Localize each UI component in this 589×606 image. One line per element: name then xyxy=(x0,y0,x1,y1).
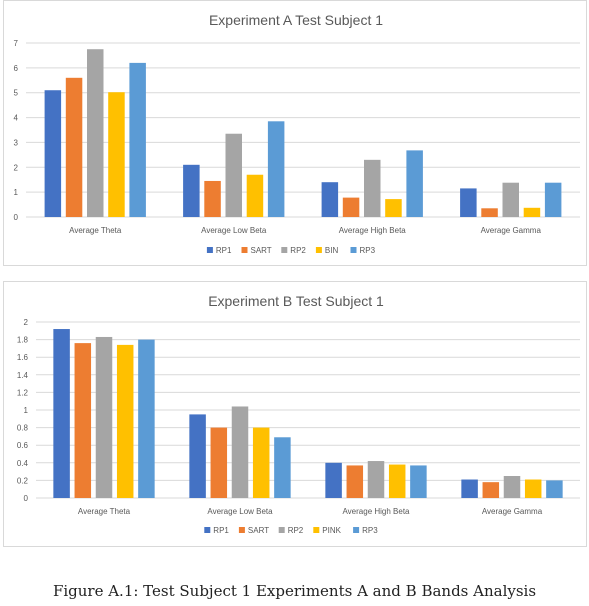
bar-sart-average-high-beta xyxy=(346,465,364,498)
bar-rp1-average-gamma xyxy=(460,188,477,217)
y-tick-label: 3 xyxy=(14,138,19,147)
x-category-label: Average Low Beta xyxy=(207,507,273,516)
bar-rp2-average-gamma xyxy=(503,476,521,498)
legend-label-rp1: RP1 xyxy=(213,526,229,535)
y-tick-label: 1.8 xyxy=(17,336,29,345)
chart-title: Experiment B Test Subject 1 xyxy=(208,293,384,309)
bar-rp1-average-low-beta xyxy=(183,164,200,217)
y-tick-label: 0.6 xyxy=(17,441,29,450)
legend-swatch-sart xyxy=(241,247,248,253)
bar-rp3-average-high-beta xyxy=(406,150,423,217)
y-tick-label: 5 xyxy=(14,89,19,98)
bar-sart-average-high-beta xyxy=(342,197,360,217)
bar-sart-average-gamma xyxy=(482,482,500,498)
y-tick-label: 2 xyxy=(14,163,19,172)
y-tick-label: 2 xyxy=(24,318,29,327)
bar-rp1-average-theta xyxy=(53,329,70,498)
legend-label-sart: SART xyxy=(248,526,269,535)
y-tick-label: 1.2 xyxy=(17,388,29,397)
chart-a-svg: Experiment A Test Subject 1 0 1 2 3 4 5 6 7 Avera… xyxy=(14,12,580,255)
y-tick-label: 7 xyxy=(14,39,19,48)
x-category-label: Average Low Beta xyxy=(201,226,267,235)
legend-swatch-sart xyxy=(238,527,245,533)
legend-swatch-rp2 xyxy=(281,247,288,253)
bar-bin-average-theta xyxy=(108,92,125,217)
bar-rp2-average-high-beta xyxy=(364,159,381,217)
x-category-label: Average Theta xyxy=(69,226,122,235)
bar-rp2-average-gamma xyxy=(502,182,519,217)
y-tick-label: 4 xyxy=(14,114,19,123)
y-tick-label: 0.8 xyxy=(17,424,29,433)
bar-rp3-average-low-beta xyxy=(274,437,291,498)
y-tick-label: 1 xyxy=(24,406,29,415)
legend-label-bin: BIN xyxy=(325,246,339,255)
y-tick-label: 1 xyxy=(14,188,19,197)
bar-rp3-average-theta xyxy=(129,62,146,218)
y-tick-label: 1.4 xyxy=(17,371,29,380)
bar-bin-average-high-beta xyxy=(385,199,402,217)
y-tick-label: 0.4 xyxy=(17,459,29,468)
legend-label-rp2: RP2 xyxy=(288,526,304,535)
y-tick-label: 6 xyxy=(14,64,19,73)
bar-bin-average-low-beta xyxy=(246,174,264,217)
bar-rp1-average-high-beta xyxy=(321,182,339,217)
x-category-label: Average Theta xyxy=(78,507,131,516)
legend-swatch-rp3 xyxy=(353,527,360,533)
legend-label-sart: SART xyxy=(251,246,272,255)
legend-swatch-rp3 xyxy=(350,247,357,253)
x-category-label: Average High Beta xyxy=(342,507,410,516)
y-tick-label: 1.6 xyxy=(17,353,29,362)
legend-label-rp3: RP3 xyxy=(362,526,378,535)
bar-rp1-average-low-beta xyxy=(189,414,206,498)
bar-rp2-average-low-beta xyxy=(225,133,242,217)
legend-label-pink: PINK xyxy=(322,526,341,535)
bar-rp3-average-gamma xyxy=(544,182,562,217)
bar-pink-average-low-beta xyxy=(252,427,270,498)
bar-rp2-average-high-beta xyxy=(367,461,385,498)
x-category-label: Average Gamma xyxy=(482,507,543,516)
y-tick-label: 0 xyxy=(24,494,29,503)
bar-sart-average-low-beta xyxy=(210,427,228,498)
bar-rp1-average-theta xyxy=(44,90,62,217)
bar-pink-average-high-beta xyxy=(388,464,406,498)
legend-swatch-pink xyxy=(313,527,320,533)
x-category-label: Average Gamma xyxy=(481,226,542,235)
legend-label-rp3: RP3 xyxy=(360,246,376,255)
y-tick-label: 0.2 xyxy=(17,476,29,485)
bar-rp2-average-low-beta xyxy=(231,406,249,498)
bar-sart-average-theta xyxy=(74,343,92,498)
legend-swatch-rp2 xyxy=(278,527,285,533)
bar-pink-average-theta xyxy=(116,344,134,498)
bar-sart-average-low-beta xyxy=(204,180,221,217)
bar-rp1-average-gamma xyxy=(461,479,478,498)
chart-title: Experiment A Test Subject 1 xyxy=(209,12,383,28)
bar-sart-average-gamma xyxy=(481,208,498,217)
bar-rp2-average-theta xyxy=(95,336,113,498)
bar-rp1-average-high-beta xyxy=(325,462,342,498)
y-tick-label: 0 xyxy=(14,213,19,222)
bar-rp3-average-low-beta xyxy=(267,121,285,217)
legend-label-rp1: RP1 xyxy=(216,246,232,255)
x-category-label: Average High Beta xyxy=(339,226,407,235)
legend-swatch-bin xyxy=(315,247,322,253)
bar-pink-average-gamma xyxy=(524,479,542,498)
legend-swatch-rp1 xyxy=(206,247,213,253)
chart-experiment-a: Experiment A Test Subject 1 0 1 2 3 4 5 6 7 Avera… xyxy=(3,0,587,266)
bar-sart-average-theta xyxy=(65,77,83,217)
bar-rp3-average-high-beta xyxy=(410,465,427,498)
legend-swatch-rp1 xyxy=(204,527,211,533)
bar-rp2-average-theta xyxy=(87,49,104,217)
chart-experiment-b: Experiment B Test Subject 1 0 0.2 0.4 0.6 0.8… xyxy=(3,281,587,547)
legend-label-rp2: RP2 xyxy=(290,246,306,255)
figure-caption: Figure A.1: Test Subject 1 Experiments A… xyxy=(52,582,537,600)
bar-bin-average-gamma xyxy=(523,207,541,217)
chart-b-svg: Experiment B Test Subject 1 0 0.2 0.4 0.6 0.8… xyxy=(17,293,580,535)
bar-rp3-average-gamma xyxy=(546,480,563,498)
bar-rp3-average-theta xyxy=(138,339,155,498)
